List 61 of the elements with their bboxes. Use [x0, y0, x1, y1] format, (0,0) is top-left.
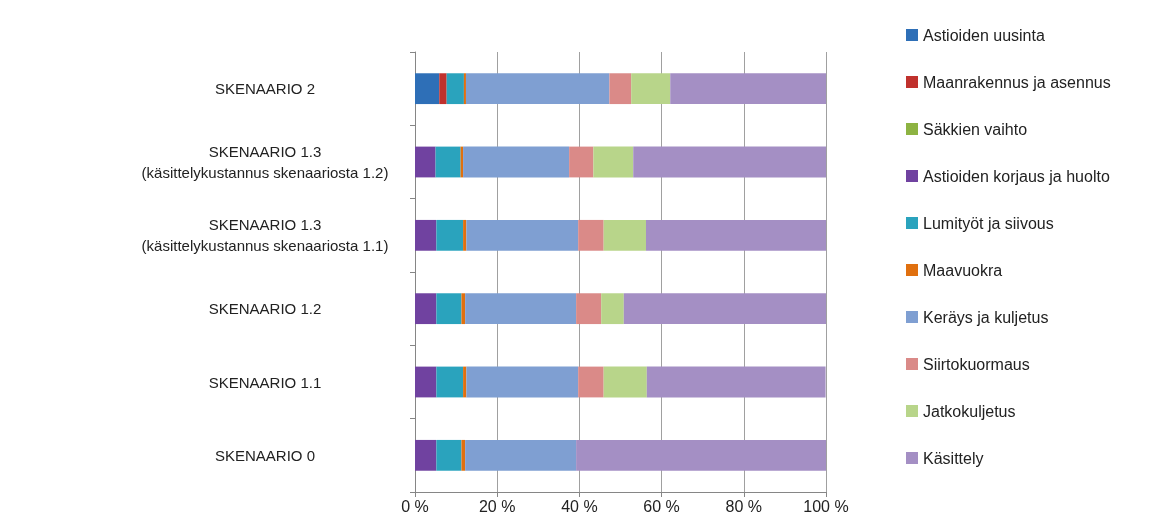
x-tick-label: 0 % [401, 497, 429, 515]
bar [645, 219, 826, 251]
legend-label: Keräys ja kuljetus [923, 308, 1049, 326]
bar [415, 219, 437, 251]
bar [466, 366, 579, 398]
y-tick-label: SKENAARIO 1.3 (käsittelykustannus skenaariosta 1.1) [141, 216, 389, 255]
bar [593, 146, 634, 178]
y-tick-label: SKENAARIO 2 [214, 80, 316, 98]
y-tick-label: SKENAARIO 1.2 [208, 300, 322, 318]
bar [439, 73, 447, 105]
legend-label: Käsittely [923, 449, 984, 467]
bar [601, 293, 624, 325]
bar [670, 73, 826, 105]
legend-label: Jatkokuljetus [923, 402, 1016, 420]
x-tick-label: 40 % [561, 497, 598, 515]
bar [436, 366, 464, 398]
bar [631, 73, 671, 105]
bar [463, 146, 570, 178]
bar [436, 293, 462, 325]
bar [465, 293, 577, 325]
bar [461, 439, 466, 471]
y-tick-label: SKENAARIO 1.3 (käsittelykustannus skenaariosta 1.2) [141, 143, 389, 181]
legend-label: Säkkien vaihto [923, 120, 1028, 138]
legend-label: Astioiden korjaus ja huolto [923, 167, 1110, 185]
bar [465, 73, 610, 105]
bar [415, 293, 437, 325]
bar [436, 219, 464, 251]
bar [623, 293, 826, 325]
bar [415, 73, 440, 105]
x-tick-label: 60 % [643, 497, 680, 515]
y-tick-label: SKENAARIO 0 [214, 446, 316, 464]
y-tick-label: SKENAARIO 1.1 [208, 373, 322, 391]
bar [578, 219, 604, 251]
bar [415, 439, 437, 471]
bar [603, 219, 646, 251]
bar [578, 366, 604, 398]
bar [633, 146, 826, 178]
bar [463, 219, 467, 251]
legend-label: Maanrakennus ja asennus [923, 73, 1111, 91]
legend-label: Lumityöt ja siivous [923, 214, 1054, 232]
bar [415, 366, 437, 398]
bar [576, 439, 826, 471]
bar [435, 146, 461, 178]
bar [461, 293, 466, 325]
bar [466, 219, 579, 251]
x-tick-label: 100 % [803, 497, 849, 515]
bar [569, 146, 594, 178]
bar [576, 293, 602, 325]
x-tick-label: 20 % [478, 497, 516, 515]
x-tick-label: 80 % [725, 497, 763, 515]
bar [415, 146, 436, 178]
legend-label: Siirtokuormaus [923, 355, 1030, 373]
bar [609, 73, 632, 105]
bar [646, 366, 826, 398]
bar [436, 439, 462, 471]
bar [463, 73, 466, 105]
bar [446, 73, 464, 105]
legend-label: Astioiden uusinta [923, 26, 1045, 44]
legend-label: Maavuokra [923, 261, 1003, 279]
bar [465, 439, 577, 471]
bar [603, 366, 647, 398]
